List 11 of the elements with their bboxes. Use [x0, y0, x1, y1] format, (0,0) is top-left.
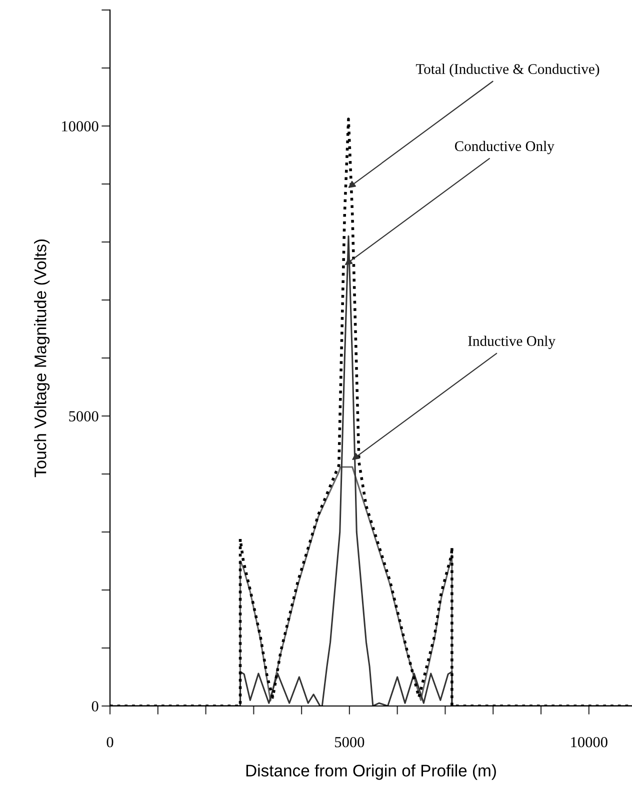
y-tick-label: 0 [92, 701, 98, 712]
y-axis-title: Touch Voltage Magnitude (Volts) [34, 240, 50, 478]
x-tick-label: 0 [106, 736, 114, 748]
x-tick-label: 5000 [335, 736, 364, 748]
y-tick-label: 10000 [62, 121, 98, 132]
annotation: Inductive Only [468, 336, 556, 349]
annotation: Total (Inductive & Conductive) [416, 64, 600, 77]
x-tick-label: 10000 [571, 736, 608, 748]
annotation: Conductive Only [454, 140, 554, 154]
x-axis-title: Distance from Origin of Profile (m) [246, 764, 496, 780]
y-tick-label: 5000 [69, 411, 98, 422]
